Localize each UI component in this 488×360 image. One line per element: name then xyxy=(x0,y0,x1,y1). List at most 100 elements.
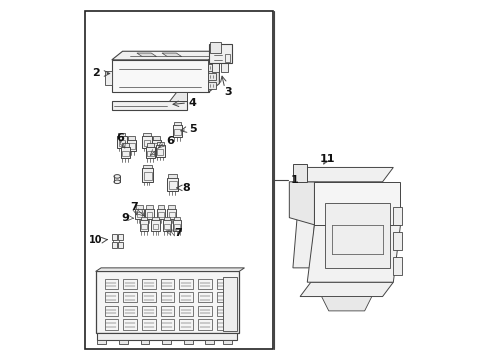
Bar xyxy=(153,143,160,149)
Polygon shape xyxy=(296,167,392,182)
Bar xyxy=(151,220,160,231)
Bar xyxy=(158,205,164,209)
Bar xyxy=(167,209,176,220)
Bar xyxy=(152,217,159,220)
Bar xyxy=(198,306,211,316)
Bar xyxy=(163,220,171,231)
Bar xyxy=(162,339,171,344)
Bar xyxy=(198,279,211,289)
Text: 5: 5 xyxy=(188,124,196,134)
Polygon shape xyxy=(314,182,400,225)
Bar xyxy=(123,292,137,302)
Bar xyxy=(179,279,192,289)
Bar xyxy=(104,279,118,289)
Bar xyxy=(223,277,237,330)
Bar xyxy=(119,140,125,145)
Bar xyxy=(152,140,161,151)
Bar xyxy=(143,165,152,168)
Text: 9: 9 xyxy=(121,213,129,222)
Bar xyxy=(104,319,118,329)
Bar xyxy=(198,292,211,302)
Bar xyxy=(112,234,117,240)
Bar xyxy=(392,207,402,225)
Bar xyxy=(172,125,182,137)
Bar xyxy=(97,333,237,339)
Bar xyxy=(85,12,273,348)
Bar xyxy=(118,234,123,240)
Bar xyxy=(146,205,152,209)
Text: 7: 7 xyxy=(130,202,138,212)
Bar xyxy=(223,339,231,344)
Bar xyxy=(156,209,165,220)
Bar xyxy=(123,279,137,289)
Bar xyxy=(392,232,402,250)
Bar xyxy=(224,54,230,62)
Bar xyxy=(208,73,216,80)
Bar xyxy=(119,339,128,344)
Bar xyxy=(164,224,169,229)
Polygon shape xyxy=(96,268,244,271)
Polygon shape xyxy=(306,225,400,282)
Bar xyxy=(140,220,148,231)
Bar xyxy=(105,71,112,85)
Text: 6: 6 xyxy=(116,133,123,143)
Bar xyxy=(168,205,175,209)
Ellipse shape xyxy=(114,175,120,178)
Bar xyxy=(141,217,147,220)
Bar xyxy=(145,209,153,220)
Polygon shape xyxy=(112,51,219,60)
Bar xyxy=(147,150,153,156)
Bar xyxy=(158,212,163,217)
Bar xyxy=(122,150,128,156)
Bar xyxy=(143,140,150,145)
Bar xyxy=(136,205,142,209)
Bar xyxy=(210,42,221,53)
Bar xyxy=(143,172,151,180)
Bar xyxy=(160,306,174,316)
Polygon shape xyxy=(162,53,182,57)
Bar xyxy=(146,212,152,217)
Bar xyxy=(216,319,230,329)
Polygon shape xyxy=(169,92,187,101)
Bar xyxy=(208,64,216,71)
Text: 2: 2 xyxy=(92,68,100,78)
Bar xyxy=(174,122,181,125)
Bar xyxy=(118,133,125,136)
Bar xyxy=(122,143,129,147)
Bar xyxy=(174,129,180,135)
Polygon shape xyxy=(292,182,317,268)
Text: 6: 6 xyxy=(166,136,174,146)
Bar xyxy=(392,257,402,275)
Bar xyxy=(160,292,174,302)
Bar xyxy=(157,149,163,154)
Bar xyxy=(168,181,176,189)
Bar xyxy=(153,136,160,140)
Text: 11: 11 xyxy=(319,154,335,164)
Bar xyxy=(140,339,149,344)
Polygon shape xyxy=(289,182,314,225)
Bar xyxy=(141,224,147,229)
Bar xyxy=(135,209,143,220)
Bar xyxy=(292,164,306,182)
Bar xyxy=(112,242,117,248)
Bar xyxy=(163,217,170,220)
Bar xyxy=(160,279,174,289)
Bar xyxy=(104,292,118,302)
Bar xyxy=(112,60,208,92)
Bar xyxy=(136,212,142,217)
Bar xyxy=(123,306,137,316)
Bar xyxy=(155,145,164,157)
Bar xyxy=(142,279,155,289)
Bar xyxy=(97,339,106,344)
Bar xyxy=(104,306,118,316)
Bar xyxy=(198,319,211,329)
Bar xyxy=(212,63,218,72)
Text: 1: 1 xyxy=(290,175,298,185)
Polygon shape xyxy=(208,51,219,92)
Bar xyxy=(142,136,151,148)
Bar xyxy=(142,292,155,302)
Ellipse shape xyxy=(114,180,120,184)
Bar xyxy=(208,82,216,89)
Bar xyxy=(123,319,137,329)
Bar xyxy=(126,140,136,151)
